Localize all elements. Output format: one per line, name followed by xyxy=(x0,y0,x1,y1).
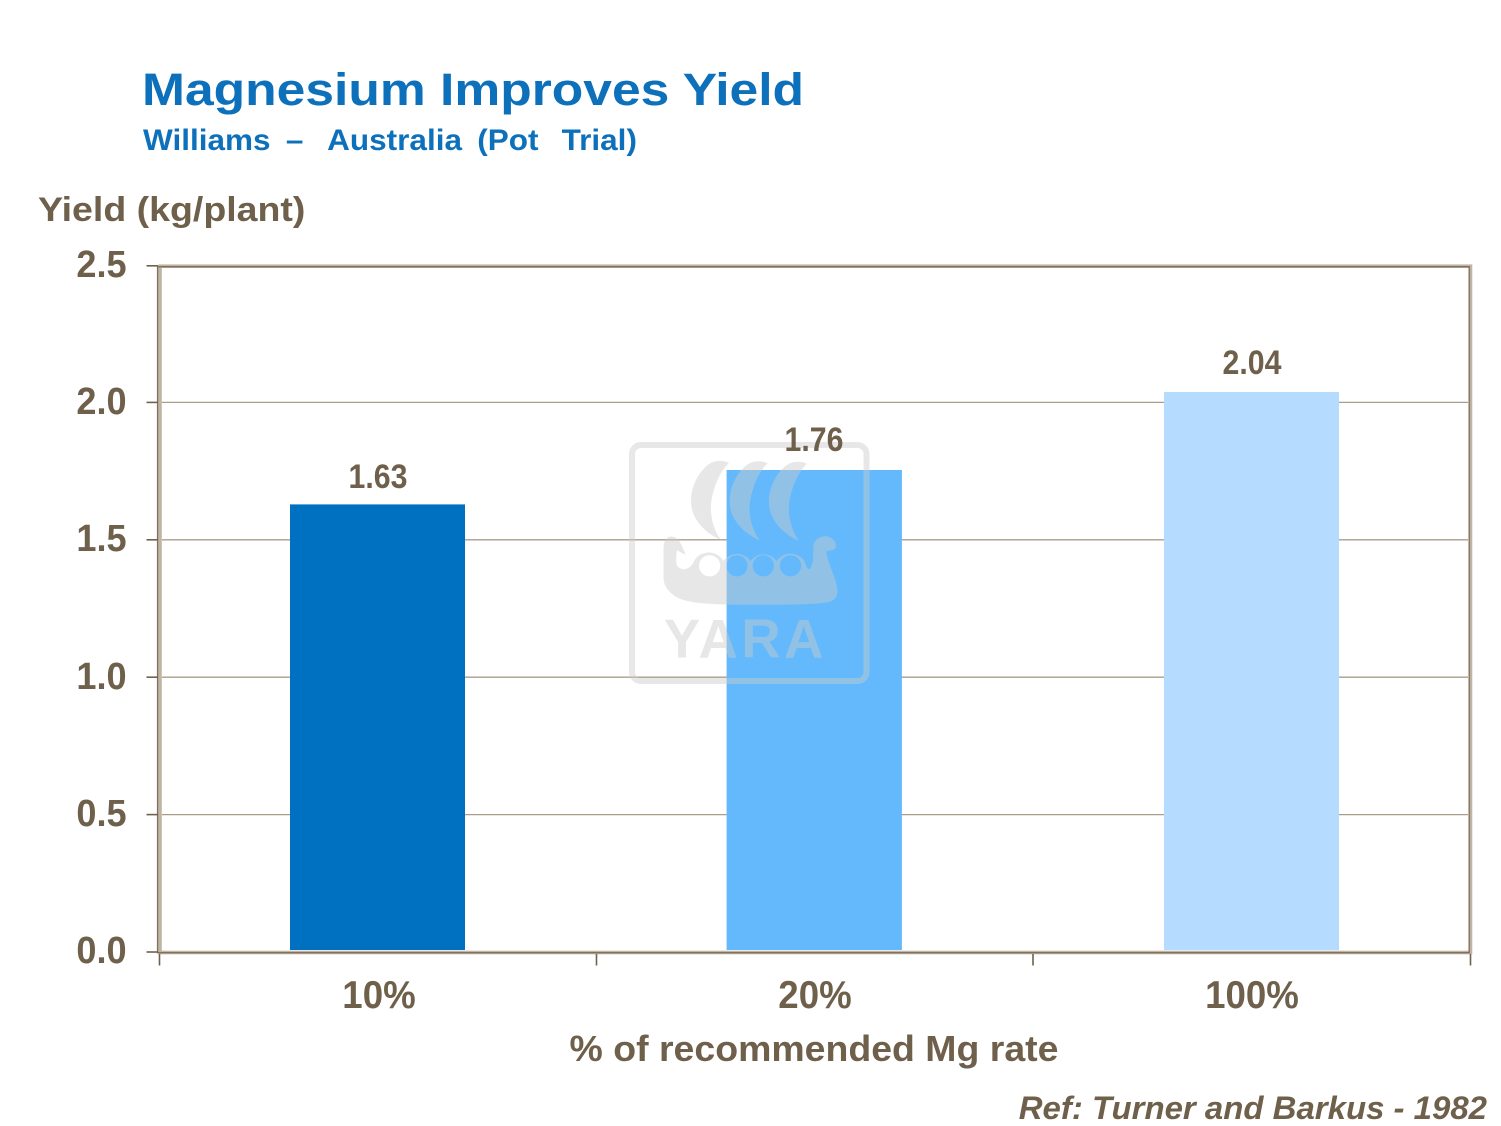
svg-text:YARA: YARA xyxy=(664,608,827,670)
